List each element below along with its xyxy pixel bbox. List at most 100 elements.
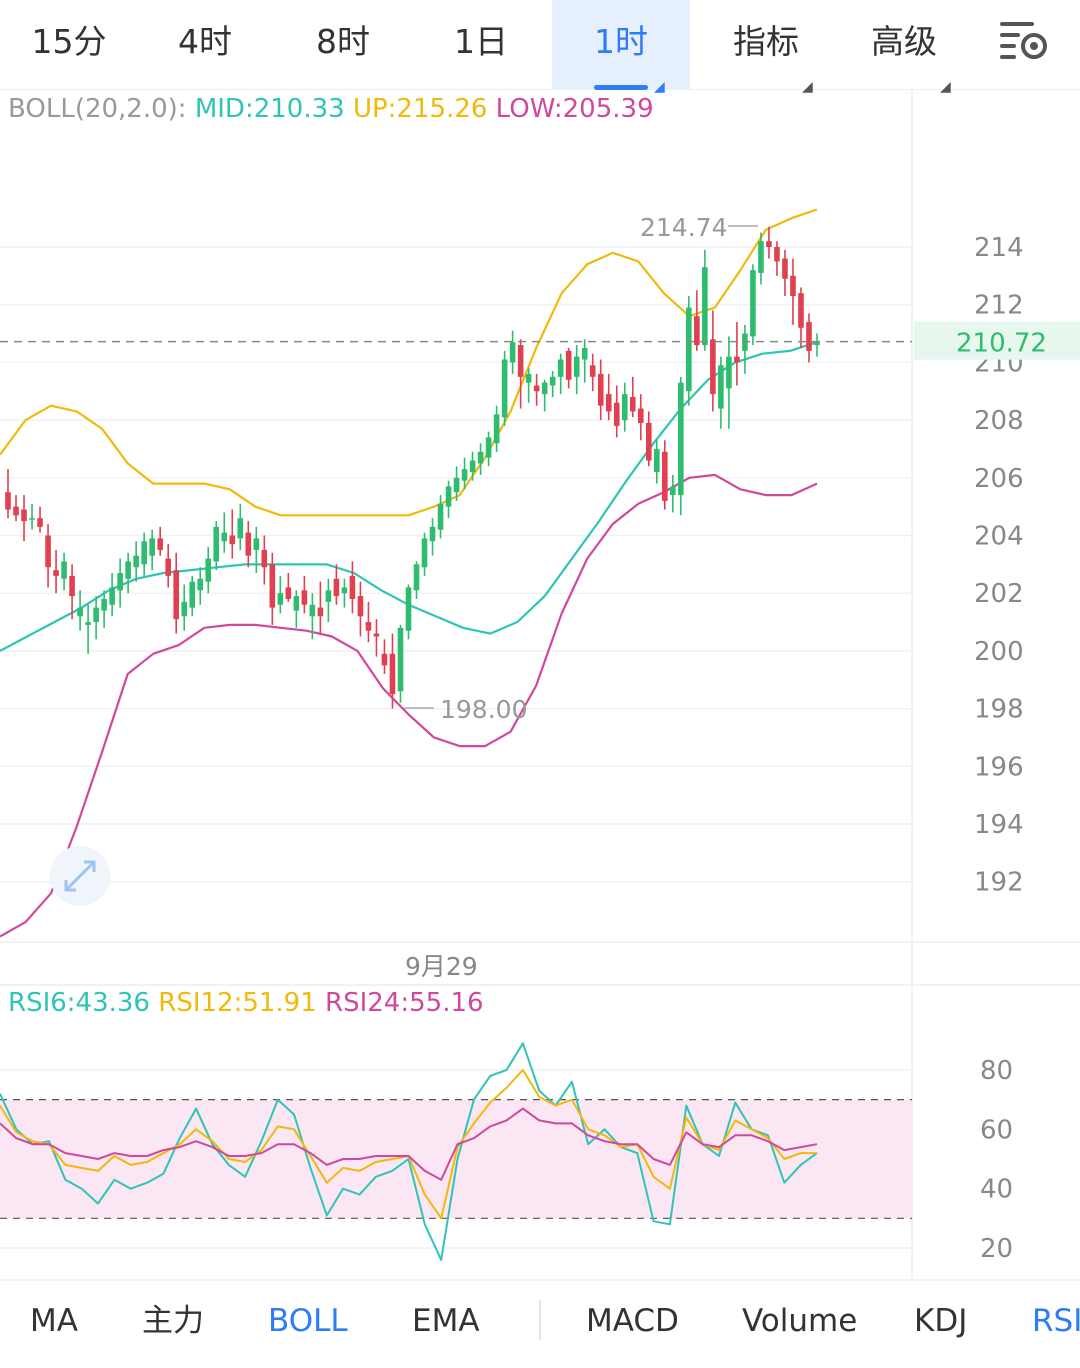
- candle: [309, 593, 316, 640]
- tab-1h-label: 1时: [594, 22, 648, 61]
- candle: [565, 347, 572, 389]
- candle: [197, 567, 204, 605]
- tab-15m[interactable]: 15分: [10, 0, 128, 90]
- candle: [445, 480, 452, 519]
- indicator-tab-macd[interactable]: MACD: [586, 1282, 679, 1368]
- candle: [549, 371, 556, 398]
- price-tick-label: 214: [974, 233, 1024, 263]
- candle: [245, 521, 252, 568]
- candle: [125, 552, 131, 594]
- boll-legend-up: UP:215.26: [352, 94, 488, 124]
- candle: [750, 264, 756, 346]
- candle: [541, 379, 548, 412]
- candle: [509, 330, 516, 374]
- rsi-tick-label: 80: [980, 1056, 1013, 1086]
- expand-arrows-icon[interactable]: [50, 846, 110, 906]
- indicator-tab-main-force-label: 主力: [142, 1303, 204, 1339]
- indicator-tab-main-force[interactable]: 主力: [142, 1282, 204, 1368]
- candle: [477, 443, 484, 475]
- candle: [189, 575, 196, 617]
- candle: [702, 249, 708, 351]
- chart-settings-icon[interactable]: [998, 18, 1050, 64]
- candle: [229, 509, 236, 559]
- candle: [101, 590, 107, 628]
- price-chart[interactable]: 1921941961982002022042062082102122142040…: [0, 90, 1080, 1282]
- candle: [798, 287, 804, 348]
- rsi-tick-label: 20: [980, 1234, 1013, 1264]
- candle: [85, 604, 91, 654]
- indicator-tab-rsi[interactable]: RSI: [1032, 1282, 1080, 1368]
- price-tick-label: 202: [974, 579, 1024, 609]
- candle: [485, 431, 492, 467]
- tab-advanced[interactable]: 高级 ◢: [852, 0, 956, 95]
- rsi-legend: RSI6:43.36 RSI12:51.91 RSI24:55.16: [8, 988, 484, 1018]
- candle: [421, 532, 428, 576]
- candle: [117, 558, 123, 608]
- candle: [605, 373, 612, 421]
- candle: [774, 241, 780, 276]
- timeframe-bar: 15分 4时 8时 1日 1时 ◢ 指标 ◢ 高级 ◢: [0, 0, 1080, 95]
- candle: [437, 495, 444, 539]
- candle: [581, 339, 588, 383]
- candle: [613, 385, 620, 438]
- candle: [686, 296, 692, 406]
- candle: [325, 578, 332, 623]
- candle: [758, 232, 764, 285]
- candle: [662, 440, 668, 510]
- candle: [341, 578, 348, 608]
- candle: [133, 541, 139, 582]
- candle: [710, 310, 716, 412]
- candle: [173, 552, 180, 634]
- candle: [373, 619, 380, 657]
- candle: [141, 532, 147, 576]
- candle: [621, 382, 628, 432]
- dropdown-triangle-icon: ◢: [654, 79, 665, 95]
- candle: [5, 469, 11, 519]
- rsi-tick-label: 40: [980, 1175, 1013, 1205]
- candle: [149, 529, 155, 571]
- indicator-bar: MA 主力 BOLL EMA MACD Volume KDJ RSI: [0, 1282, 1080, 1368]
- candle: [782, 249, 788, 297]
- candle: [277, 575, 284, 614]
- candle: [517, 339, 524, 409]
- candle: [461, 457, 468, 490]
- candle: [469, 451, 476, 481]
- indicator-tab-volume[interactable]: Volume: [742, 1282, 857, 1368]
- tab-advanced-label: 高级: [871, 22, 937, 61]
- indicator-tab-rsi-label: RSI: [1032, 1303, 1080, 1339]
- boll-lower-line: [0, 473, 818, 938]
- candle: [501, 350, 508, 426]
- price-tick-label: 192: [974, 868, 1024, 898]
- candle: [718, 356, 724, 429]
- candle: [93, 596, 99, 640]
- candle: [806, 313, 812, 363]
- indicator-tab-boll[interactable]: BOLL: [268, 1282, 348, 1368]
- price-tick-label: 212: [974, 291, 1024, 321]
- candle: [21, 495, 27, 542]
- tab-1d[interactable]: 1日: [426, 0, 536, 90]
- candle: [533, 373, 540, 406]
- candle: [61, 552, 67, 591]
- indicator-tab-ema[interactable]: EMA: [412, 1282, 480, 1368]
- price-tick-label: 198: [974, 695, 1024, 725]
- indicator-tab-ma[interactable]: MA: [30, 1282, 78, 1368]
- candle: [670, 474, 676, 513]
- candle: [645, 411, 652, 467]
- tab-4h[interactable]: 4时: [150, 0, 260, 90]
- boll-legend-low: LOW:205.39: [495, 94, 654, 124]
- candle: [525, 368, 532, 403]
- candle: [269, 552, 276, 625]
- indicator-tab-kdj[interactable]: KDJ: [914, 1282, 967, 1368]
- candle: [405, 584, 412, 640]
- candle: [237, 503, 244, 550]
- candle: [221, 512, 228, 553]
- tab-indicators[interactable]: 指标 ◢: [714, 0, 818, 95]
- x-axis-date-label: 9月29: [405, 952, 478, 981]
- candle: [629, 376, 636, 418]
- candle: [261, 535, 268, 585]
- tab-8h[interactable]: 8时: [288, 0, 398, 90]
- candle: [742, 324, 748, 374]
- tab-1h[interactable]: 1时 ◢: [552, 0, 690, 95]
- candle: [814, 333, 820, 357]
- candle: [205, 547, 212, 594]
